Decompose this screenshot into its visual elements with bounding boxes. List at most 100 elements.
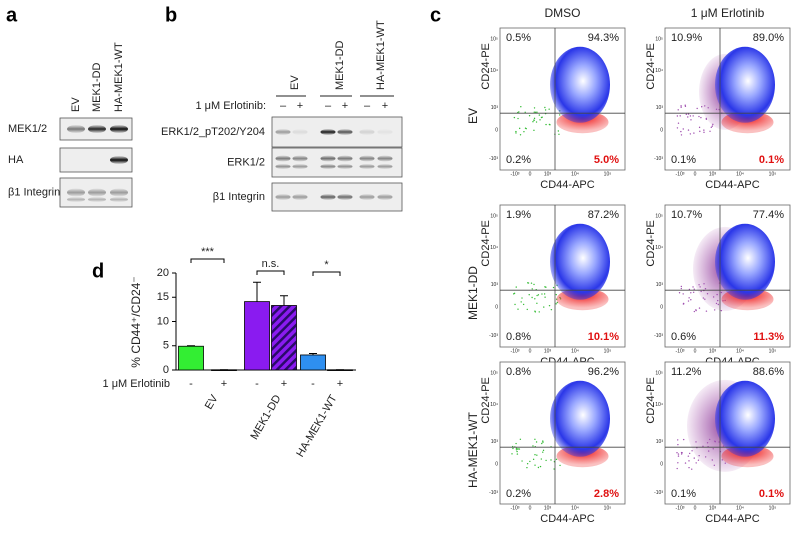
quadrant-value: 1.9% [506, 209, 531, 221]
axis-label: CD44-APC [540, 179, 594, 191]
event [515, 130, 517, 133]
tick-label: 10⁵ [490, 214, 498, 220]
event [540, 458, 543, 460]
tick-label: 10³ [544, 348, 552, 354]
tick-label: 10⁴ [490, 245, 498, 251]
event [700, 116, 702, 119]
event [680, 451, 683, 454]
tick-label: 0 [495, 462, 498, 468]
tick-label: 10⁵ [604, 348, 612, 354]
event [713, 309, 716, 311]
tick-label: -10³ [511, 171, 520, 177]
band [275, 164, 291, 169]
event [548, 123, 551, 126]
event [522, 303, 525, 306]
tick-label: 10⁵ [769, 348, 777, 354]
quadrant-value: 0.8% [506, 331, 531, 343]
blot-label: ERK1/2 [227, 156, 265, 168]
event [679, 115, 681, 117]
blot-label: HA [8, 154, 24, 166]
event [526, 466, 528, 469]
significance-label: * [324, 259, 329, 271]
event [695, 309, 697, 311]
y-tick-label: 0 [163, 364, 169, 376]
band [292, 129, 308, 135]
event [687, 113, 690, 115]
blot-label: ERK1/2_pT202/Y204 [161, 126, 265, 138]
event [541, 293, 543, 295]
axis-label: CD24-PE [480, 377, 492, 423]
tick-label: 0 [660, 305, 663, 311]
tick-label: 10⁵ [490, 371, 498, 377]
event [519, 438, 522, 440]
quadrant-value: 0.8% [506, 366, 531, 378]
band [320, 155, 336, 162]
event [724, 462, 726, 464]
event [716, 293, 718, 296]
error-bar [253, 281, 261, 302]
bar [300, 354, 326, 371]
quadrant-value: 0.1% [671, 154, 696, 166]
group-label: HA-MEK1-WT [294, 393, 339, 460]
event [688, 297, 690, 299]
y-tick-label: 20 [157, 267, 169, 279]
tick-label: 10³ [656, 439, 664, 445]
event [697, 459, 700, 461]
tick-label: -10³ [511, 348, 520, 354]
significance-label: *** [201, 246, 215, 258]
event [704, 105, 706, 107]
event [699, 286, 701, 288]
quadrant-value: 10.7% [671, 209, 702, 221]
quadrant-value: 0.5% [506, 32, 531, 44]
band [110, 188, 128, 197]
quadrant-value: 94.3% [588, 32, 619, 44]
group-label: EV [203, 392, 221, 411]
blot-label: β1 Integrin [8, 186, 60, 198]
band [359, 194, 375, 200]
event [720, 291, 723, 294]
tick-label: -10³ [654, 490, 663, 496]
event [559, 464, 561, 467]
event [687, 455, 690, 457]
event [543, 306, 545, 308]
lane-label: EV [70, 97, 82, 112]
band [292, 164, 308, 169]
population [550, 223, 610, 300]
quadrant-value: 0.1% [671, 488, 696, 500]
event [693, 310, 696, 313]
tick-label: 10⁴ [490, 402, 498, 408]
y-tick-label: 5 [163, 340, 169, 352]
event [516, 450, 518, 453]
event [534, 438, 536, 441]
group-label: HA-MEK1-WT [375, 20, 387, 90]
quadrant-value: 0.6% [671, 331, 696, 343]
event [534, 453, 536, 456]
tick-label: 10⁴ [571, 348, 579, 354]
tick-label: 10⁵ [490, 37, 498, 43]
axis-label: CD24-PE [480, 43, 492, 89]
event [545, 123, 547, 126]
band [110, 197, 128, 202]
event [690, 292, 692, 294]
event [519, 134, 522, 136]
band [275, 129, 291, 135]
event [691, 450, 693, 452]
event [539, 465, 542, 468]
event [684, 104, 686, 106]
band [359, 164, 375, 169]
axis-label: CD24-PE [480, 220, 492, 266]
event [533, 283, 535, 286]
event [705, 118, 708, 120]
quadrant-value: 0.2% [506, 154, 531, 166]
event [692, 291, 695, 293]
event [680, 287, 683, 290]
event [533, 119, 535, 121]
band [377, 164, 393, 169]
axis-label: CD44-APC [540, 513, 594, 525]
x-tick-label: - [255, 378, 259, 390]
tick-label: 10³ [709, 171, 717, 177]
tick-label: 10³ [656, 105, 664, 111]
column-header: DMSO [545, 6, 581, 20]
event [545, 459, 547, 462]
event [707, 450, 710, 452]
